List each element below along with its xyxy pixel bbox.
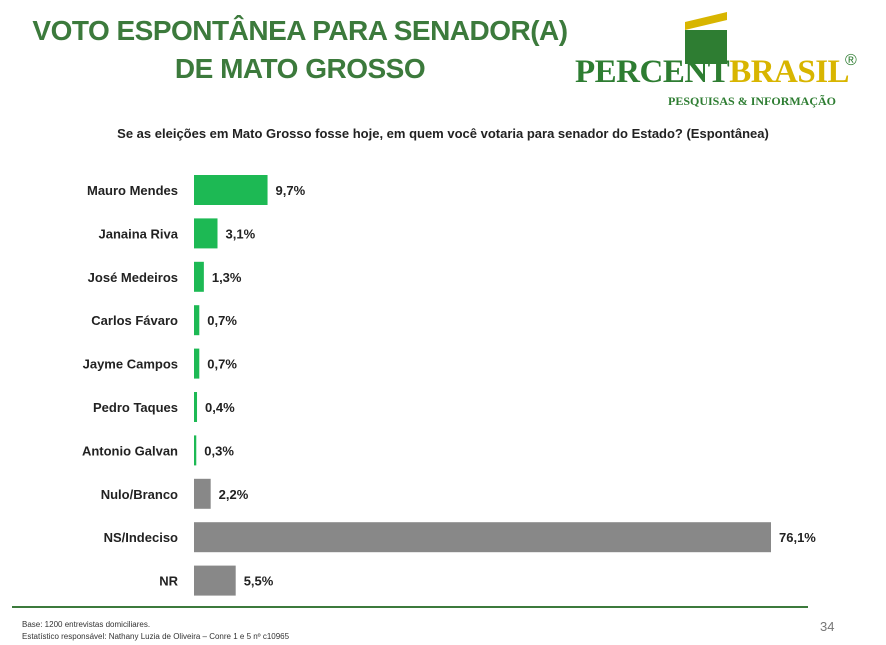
category-label: NR <box>159 574 178 589</box>
category-label: NS/Indeciso <box>104 530 178 545</box>
data-label: 5,5% <box>244 574 274 589</box>
data-label: 0,3% <box>204 443 234 458</box>
bar <box>194 522 771 553</box>
bar <box>194 478 211 509</box>
data-label: 0,7% <box>207 313 237 328</box>
bar <box>194 218 218 249</box>
category-label: José Medeiros <box>88 270 178 285</box>
survey-question: Se as eleições em Mato Grosso fosse hoje… <box>117 126 769 141</box>
data-label: 76,1% <box>779 530 816 545</box>
data-label: 1,3% <box>212 270 242 285</box>
page-number: 34 <box>820 619 835 634</box>
category-label: Carlos Fávaro <box>91 313 178 328</box>
bar <box>194 261 204 292</box>
logo-name-percent: PERCENT <box>575 54 730 90</box>
data-label: 2,2% <box>219 487 249 502</box>
title-line-1: VOTO ESPONTÂNEA PARA SENADOR(A) <box>32 15 568 46</box>
page-title: VOTO ESPONTÂNEA PARA SENADOR(A) DE MATO … <box>20 12 580 88</box>
registered-mark: ® <box>845 52 857 69</box>
logo-wordmark: PERCENTBRASIL <box>575 54 850 91</box>
category-label: Mauro Mendes <box>87 183 178 198</box>
data-label: 9,7% <box>276 183 306 198</box>
data-label: 0,7% <box>207 357 237 372</box>
bar <box>194 348 200 379</box>
logo-tagline: PESQUISAS & INFORMAÇÃO <box>668 94 837 108</box>
category-label: Pedro Taques <box>93 400 178 415</box>
bar <box>194 565 236 596</box>
bar <box>194 175 268 205</box>
category-label: Antonio Galvan <box>82 443 178 458</box>
title-line-2: DE MATO GROSSO <box>174 53 426 84</box>
bar <box>194 305 200 336</box>
percentbrasil-logo: PERCENTBRASIL ® PESQUISAS & INFORMAÇÃO <box>575 8 865 108</box>
data-label: 3,1% <box>226 226 256 241</box>
footnote-statistician: Estatístico responsável: Nathany Luzia d… <box>22 632 290 641</box>
bar-chart: Mauro Mendes 9,7% Janaina Riva 3,1% José Med… <box>82 175 816 596</box>
footnote-base: Base: 1200 entrevistas domiciliares. <box>22 620 151 629</box>
logo-name-brasil: BRASIL <box>729 54 850 90</box>
category-label: Jayme Campos <box>83 357 178 372</box>
data-label: 0,4% <box>205 400 235 415</box>
footer-divider <box>12 606 808 608</box>
category-label: Janaina Riva <box>99 226 179 241</box>
flag-icon <box>685 12 727 64</box>
bar <box>194 435 197 466</box>
category-label: Nulo/Branco <box>101 487 178 502</box>
bar <box>194 392 198 422</box>
